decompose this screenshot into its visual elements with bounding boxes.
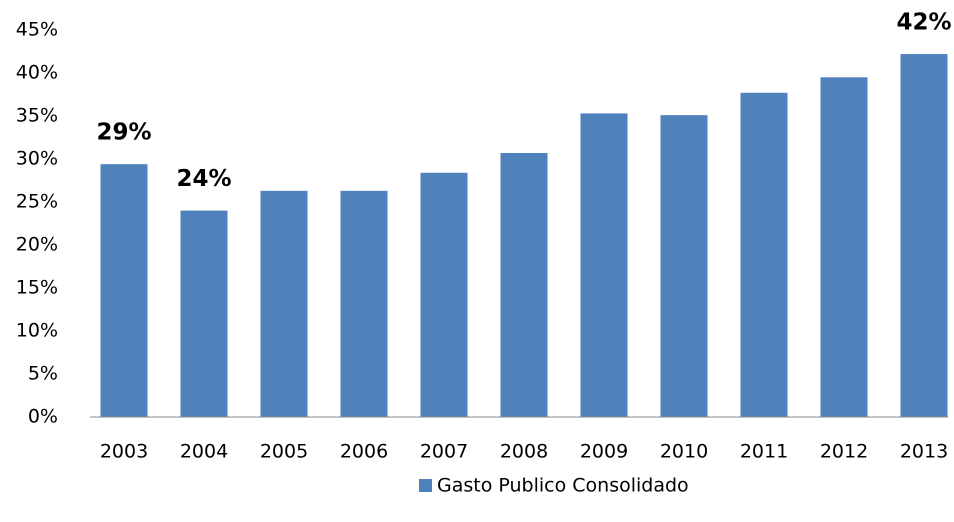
data-label: 24%	[176, 166, 231, 192]
x-tick-label: 2006	[340, 441, 388, 463]
bar	[500, 152, 548, 418]
bar	[580, 113, 628, 418]
y-tick-label: 10%	[16, 320, 58, 342]
x-tick-label: 2010	[660, 441, 708, 463]
bar	[900, 54, 948, 418]
y-tick-label: 20%	[16, 234, 58, 256]
y-tick-label: 40%	[16, 62, 58, 84]
data-label: 42%	[896, 10, 951, 36]
x-tick-label: 2008	[500, 441, 548, 463]
bar	[260, 190, 308, 417]
x-tick-label: 2013	[900, 441, 948, 463]
bar	[420, 172, 468, 417]
y-tick-label: 25%	[16, 191, 58, 213]
legend-swatch	[419, 479, 432, 492]
x-tick-label: 2004	[180, 441, 228, 463]
y-tick-label: 5%	[28, 363, 58, 385]
x-tick-label: 2005	[260, 441, 308, 463]
data-label: 29%	[96, 120, 151, 146]
y-tick-label: 30%	[16, 148, 58, 170]
bar	[820, 77, 868, 418]
x-tick-label: 2009	[580, 441, 628, 463]
bar	[660, 115, 708, 417]
bar	[100, 164, 148, 417]
legend-label: Gasto Publico Consolidado	[437, 475, 689, 497]
y-tick-label: 35%	[16, 105, 58, 127]
x-tick-label: 2003	[100, 441, 148, 463]
y-tick-label: 45%	[16, 19, 58, 41]
x-tick-label: 2007	[420, 441, 468, 463]
bar	[740, 92, 788, 417]
y-tick-label: 0%	[28, 406, 58, 428]
bar	[180, 210, 228, 417]
x-tick-label: 2012	[820, 441, 868, 463]
bar	[340, 190, 388, 417]
y-tick-label: 15%	[16, 277, 58, 299]
x-tick-label: 2011	[740, 441, 788, 463]
